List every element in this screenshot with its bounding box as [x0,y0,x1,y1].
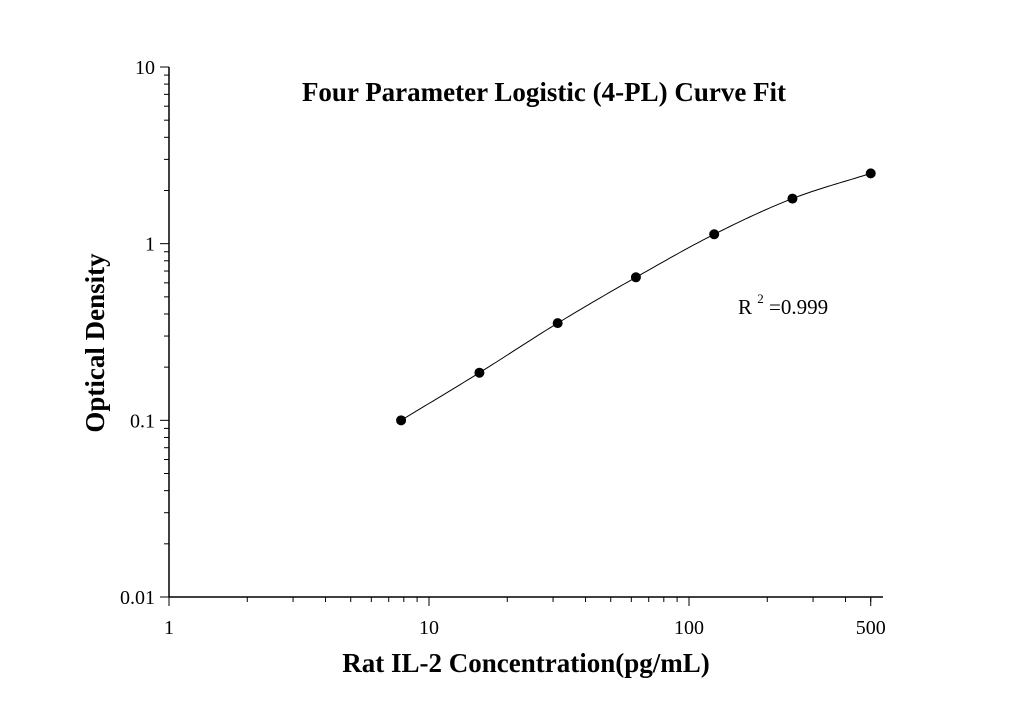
axis-ticks: 1 10 100 500 0.01 0.1 1 10 [120,57,886,639]
y-tick-label: 10 [135,57,155,79]
r-squared-superscript: 2 [757,291,764,306]
r-squared-value: =0.999 [769,295,828,319]
data-point [474,367,485,378]
x-tick-label: 10 [419,617,439,639]
chart-title: Four Parameter Logistic (4-PL) Curve Fit [302,77,786,107]
y-tick-label: 1 [145,234,155,256]
data-point [709,229,720,240]
data-point [630,272,641,283]
data-points [396,168,876,426]
r-squared-base: R [738,295,752,319]
data-point [865,168,876,179]
y-tick-label: 0.01 [120,587,155,609]
x-tick-label: 500 [856,617,886,639]
data-point [787,193,798,204]
x-tick-label: 100 [674,617,704,639]
y-axis-label: Optical Density [80,253,110,433]
x-axis-label: Rat IL-2 Concentration(pg/mL) [342,648,709,678]
x-tick-label: 1 [164,617,174,639]
data-point [396,415,407,426]
y-tick-label: 0.1 [130,410,155,432]
data-point [552,318,563,329]
r-squared-annotation: R 2 =0.999 [738,284,828,319]
plot-area: 1 10 100 500 0.01 0.1 1 10 [120,57,886,639]
